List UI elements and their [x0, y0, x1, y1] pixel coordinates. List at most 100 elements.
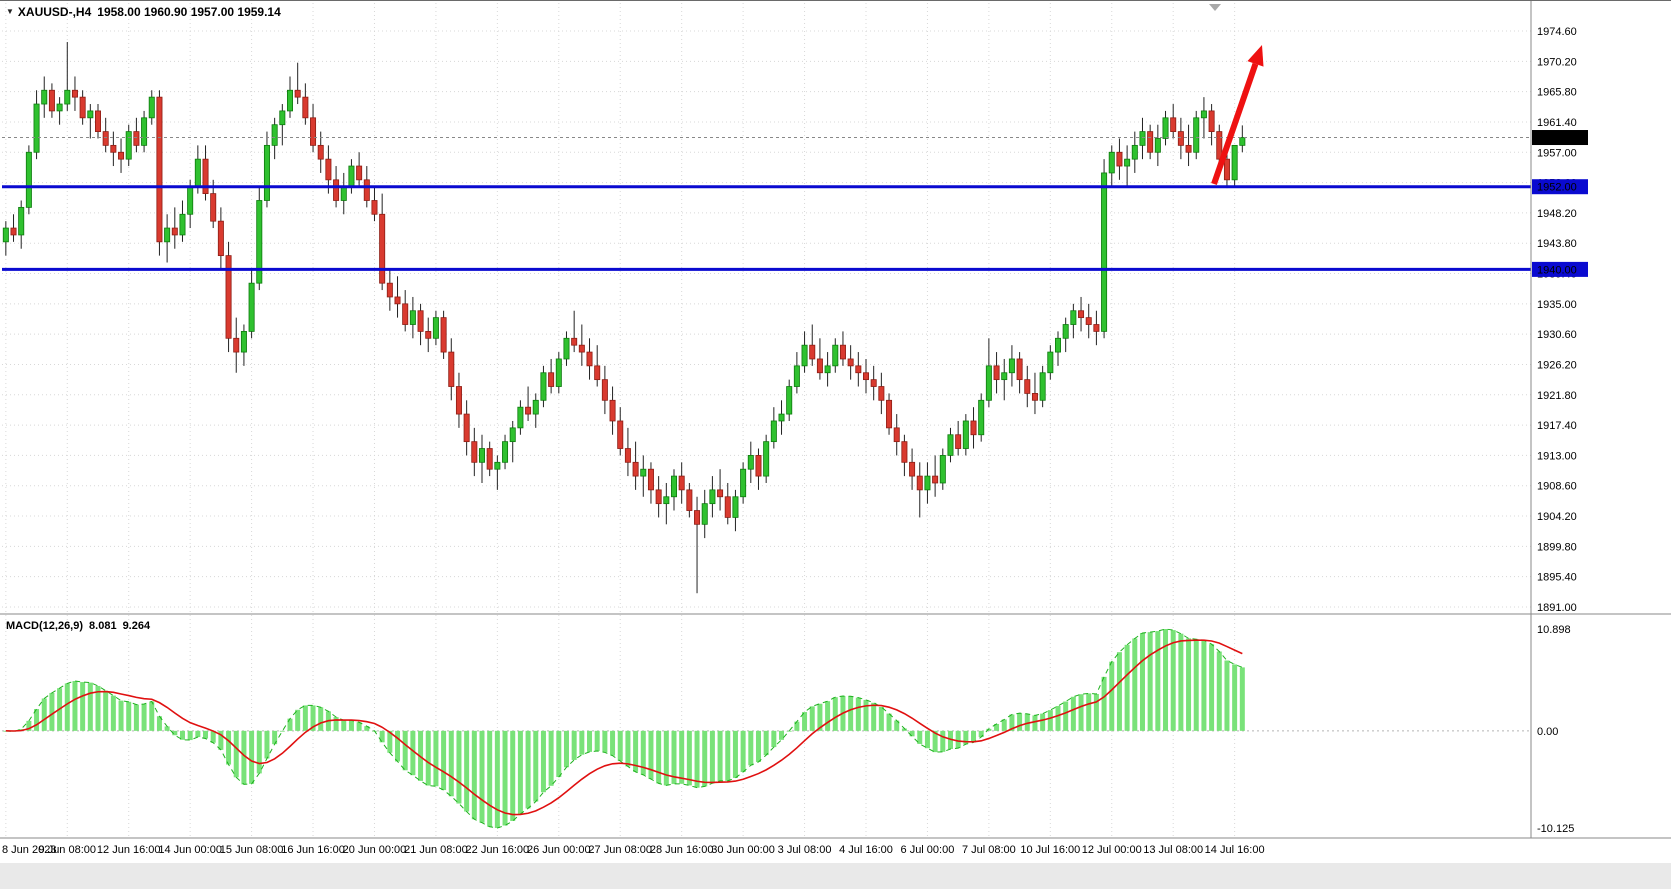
candle-down: [839, 344, 846, 360]
price-axis-label: 1930.60: [1537, 329, 1577, 341]
candle-down: [102, 131, 109, 146]
time-axis-label: 10 Jul 16:00: [1020, 844, 1080, 856]
time-axis-label: 8 Jun 2023: [2, 844, 56, 856]
candle-up: [56, 103, 63, 112]
macd-histogram-bar: [725, 730, 731, 781]
macd-histogram-bar: [663, 730, 669, 786]
macd-histogram-bar: [249, 730, 255, 784]
price-axis-label: 1974.60: [1537, 26, 1577, 38]
macd-signal-line: [5, 639, 1243, 816]
candle-down: [655, 489, 662, 505]
candle-up: [540, 372, 547, 401]
candle-up: [194, 158, 201, 188]
candle-up: [348, 165, 355, 188]
price-axis-label: 1965.80: [1537, 87, 1577, 99]
candle-down: [363, 179, 370, 201]
candle-down: [1093, 324, 1100, 332]
candle-up: [179, 213, 186, 236]
symbol-dropdown-icon[interactable]: ▼: [6, 7, 14, 16]
candle-down: [932, 475, 939, 484]
candle-down: [571, 337, 578, 346]
macd-histogram-bar: [226, 730, 232, 765]
candle-down: [678, 475, 685, 491]
macd-histogram-bar: [1101, 676, 1107, 731]
macd-histogram-bar: [940, 730, 946, 752]
candle-up: [947, 434, 954, 456]
candle-up: [1055, 337, 1062, 353]
macd-histogram-bar: [49, 692, 55, 731]
macd-histogram-bar: [548, 730, 554, 786]
macd-histogram-bar: [648, 730, 654, 780]
macd-histogram-bar: [786, 730, 792, 732]
candle-down: [724, 496, 731, 518]
macd-histogram-bar: [894, 720, 900, 731]
candle-down: [425, 331, 432, 339]
macd-histogram-bar: [802, 712, 808, 731]
candle-up: [924, 475, 931, 491]
candle-up: [187, 186, 194, 215]
candle-down: [79, 96, 86, 119]
candle-down: [970, 420, 977, 436]
candle-up: [240, 331, 247, 353]
chart-shift-marker-icon[interactable]: [1209, 4, 1221, 11]
time-axis-label: 14 Jul 16:00: [1205, 844, 1265, 856]
candle-down: [118, 151, 125, 160]
chart-title: ▼ XAUUSD-,H4 1958.00 1960.90 1957.00 1959.…: [6, 5, 281, 19]
price-axis-label: 1961.40: [1537, 117, 1577, 129]
candle-down: [955, 434, 962, 449]
candle-down: [578, 344, 585, 353]
macd-histogram-bar: [1193, 639, 1199, 731]
trend-arrow-annotation[interactable]: [1211, 45, 1264, 185]
macd-histogram-bar: [709, 730, 715, 784]
macd-histogram-bar: [1216, 651, 1222, 731]
macd-histogram-bar: [433, 730, 439, 787]
macd-histogram-bar: [909, 730, 915, 737]
trend-arrow-shaft[interactable]: [1211, 62, 1259, 185]
macd-histogram-bar: [1055, 706, 1061, 731]
macd-histogram-bar: [1178, 633, 1184, 731]
macd-histogram-bar: [832, 697, 838, 731]
macd-name: MACD(12,26,9): [6, 620, 84, 632]
macd-histogram-bar: [702, 730, 708, 787]
candle-down: [548, 372, 555, 387]
price-axis[interactable]: 1974.60 1970.20 1965.80 1961.40 1957.00 1952.…: [1537, 26, 1577, 614]
price-axis-label: 1970.20: [1537, 56, 1577, 68]
macd-histogram-bar: [502, 730, 508, 826]
candle-up: [340, 186, 347, 201]
macd-histogram-bar: [540, 730, 546, 793]
macd-histogram-bar: [272, 730, 278, 745]
macd-histogram-bar: [732, 730, 738, 778]
macd-histogram-bar: [1086, 693, 1092, 731]
candle-down: [371, 200, 378, 215]
candlestick-series: [2, 42, 1246, 594]
trend-arrow-head-icon[interactable]: [1247, 45, 1264, 67]
macd-histogram-bar: [1009, 714, 1015, 731]
macd-histogram-bar: [1078, 694, 1084, 731]
candle-up: [271, 124, 278, 146]
macd-histogram-bar: [932, 730, 938, 753]
macd-histogram-bar: [1109, 661, 1115, 731]
price-levels[interactable]: 1952.00 1940.00: [2, 179, 1588, 277]
candle-up: [494, 461, 501, 470]
macd-histogram-bar: [356, 722, 362, 731]
candle-down: [455, 386, 462, 415]
macd-histogram-bar: [364, 726, 370, 731]
candle-up: [41, 89, 48, 105]
candle-down: [647, 468, 654, 491]
macd-histogram-bar: [41, 698, 47, 731]
candle-down: [1216, 131, 1223, 160]
macd-histogram-bar: [1239, 667, 1245, 731]
time-axis-label: 12 Jun 16:00: [97, 844, 161, 856]
macd-histogram-bar: [310, 705, 316, 731]
candle-up: [786, 386, 793, 415]
macd-histogram-bar: [625, 730, 631, 767]
macd-histogram-bar: [233, 730, 239, 778]
macd-main-line: [5, 628, 1243, 829]
candle-down: [993, 365, 1000, 381]
price-axis-label: 1908.60: [1537, 481, 1577, 493]
macd-histogram-bar: [610, 730, 616, 756]
candle-up: [1139, 131, 1146, 146]
candle-up: [1047, 351, 1054, 374]
